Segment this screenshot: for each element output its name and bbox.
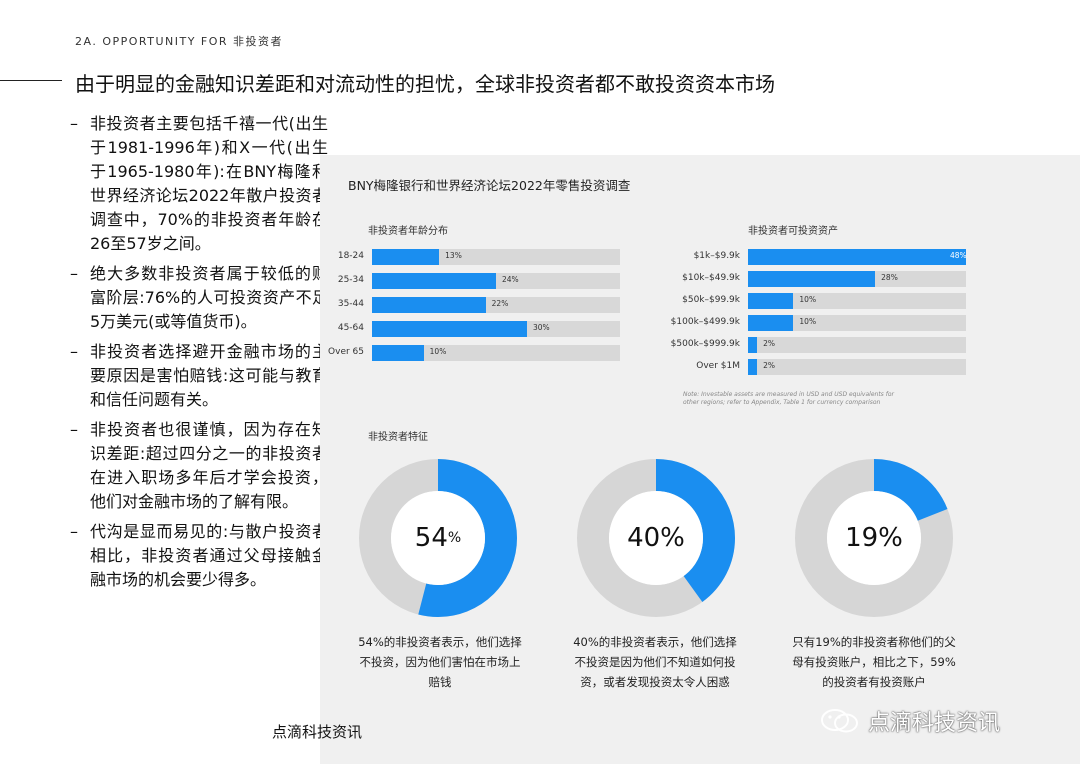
bar-value-label: 24% <box>502 275 519 284</box>
bullet-text: 绝大多数非投资者属于较低的财富阶层:76%的人可投资资产不足5万美元(或等值货币… <box>90 264 328 331</box>
donut-slice <box>795 459 953 617</box>
donut-unit: % <box>447 530 462 546</box>
bar-category-label: $100k–$499.9k <box>670 317 740 327</box>
bar <box>748 359 758 375</box>
bar-value-label: 30% <box>533 323 550 332</box>
bar-value-label: 10% <box>799 295 817 304</box>
bar-row: $1k–$9.9k 48% <box>694 249 967 265</box>
donut-value: 40% <box>576 458 736 618</box>
bar-row: $50k–$99.9k 10% <box>682 293 966 309</box>
age-bar-chart: 18-24 13% 25-34 24% 35-44 22% 45-64 30% Over 65 1… <box>328 249 632 374</box>
bar-value-label: 28% <box>881 273 898 282</box>
bar-value-label: 10% <box>799 317 817 326</box>
bar <box>748 293 794 309</box>
bar-row: 35-44 22% <box>338 297 620 313</box>
bar-track <box>748 359 966 375</box>
assets-chart-title: 非投资者可投资资产 <box>748 226 838 237</box>
donut-chart-parents: 19% <box>794 458 954 618</box>
donut-number: 54 <box>414 523 448 553</box>
section-label: 2A. OPPORTUNITY FOR 非投资者 <box>75 35 284 48</box>
bar-category-label: 35-44 <box>337 299 364 309</box>
chart-footnote: Note: Investable assets are measured in … <box>683 391 894 406</box>
age-chart-title: 非投资者年龄分布 <box>368 226 448 237</box>
bar-track <box>748 337 966 353</box>
donut-slice <box>577 459 735 617</box>
donut-hole <box>827 491 921 585</box>
bar-row: 45-64 30% <box>338 321 620 337</box>
bullet-item: – 代沟是显而易见的:与散户投资者相比，非投资者通过父母接触金融市场的机会要少得多… <box>70 520 328 592</box>
bar-value-label: 48% <box>950 251 967 260</box>
bar-track <box>372 345 620 361</box>
page-title: 由于明显的金融知识差距和对流动性的担忧，全球非投资者都不敢投资资本市场 <box>75 72 775 96</box>
wechat-icon <box>821 709 858 733</box>
bar-row: 25-34 24% <box>338 273 620 289</box>
bar-category-label: $10k–$49.9k <box>682 273 740 283</box>
bullet-text: 代沟是显而易见的:与散户投资者相比，非投资者通过父母接触金融市场的机会要少得多。 <box>90 522 328 589</box>
donut-caption: 54%的非投资者表示，他们选择不投资，因为他们害怕在市场上赔钱 <box>358 635 522 689</box>
donut-caption: 40%的非投资者表示，他们选择不投资是因为他们不知道如何投资，或者发现投资太令人… <box>573 635 737 689</box>
bullet-text: 非投资者选择避开金融市场的主要原因是害怕赔钱:这可能与教育和信任问题有关。 <box>90 342 328 409</box>
bar-category-label: Over $1M <box>696 361 740 371</box>
bar <box>372 321 527 337</box>
brand-watermark: 点滴科技资讯 <box>820 705 1000 737</box>
bar-row: Over $1M 2% <box>696 359 966 375</box>
title-rule <box>0 80 62 81</box>
donut-number: 19% <box>845 523 903 553</box>
donut-value: 54% <box>358 458 518 618</box>
donut-value: 19% <box>794 458 954 618</box>
brand-watermark-text: 点滴科技资讯 <box>868 711 1001 736</box>
donut-slice <box>359 459 517 617</box>
bar <box>372 297 486 313</box>
bar-row: $10k–$49.9k 28% <box>682 271 966 287</box>
donut-hole <box>391 491 485 585</box>
bar-row: $100k–$499.9k 10% <box>671 315 966 331</box>
bar-row: Over 65 10% <box>328 345 620 361</box>
bar <box>748 249 966 265</box>
bar-category-label: $50k–$99.9k <box>682 295 740 305</box>
bar-value-label: 13% <box>445 251 462 260</box>
bar-category-label: 25-34 <box>337 275 364 285</box>
bullet-item: – 非投资者选择避开金融市场的主要原因是害怕赔钱:这可能与教育和信任问题有关。 <box>70 340 328 412</box>
bar-value-label: 2% <box>763 339 775 348</box>
bar-category-label: Over 65 <box>328 347 364 357</box>
bar-value-label: 2% <box>763 361 775 370</box>
bar-category-label: 18-24 <box>337 251 364 261</box>
bar-category-label: $1k–$9.9k <box>693 251 740 261</box>
bar-track <box>748 315 966 331</box>
donut-chart-fear: 54% <box>358 458 518 618</box>
bar <box>372 273 496 289</box>
bar-category-label: $500k–$999.9k <box>670 339 740 349</box>
panel-title: BNY梅隆银行和世界经济论坛2022年零售投资调查 <box>348 178 631 193</box>
bar <box>372 249 440 265</box>
donut-caption: 只有19%的非投资者称他们的父母有投资账户，相比之下，59%的投资者有投资账户 <box>792 635 956 689</box>
bar <box>748 315 794 331</box>
donut-hole <box>609 491 703 585</box>
bar <box>748 271 876 287</box>
bullet-text: 非投资者也很谨慎，因为存在知识差距:超过四分之一的非投资者在进入职场多年后才学会… <box>90 420 328 511</box>
donut-chart-know-how: 40% <box>576 458 736 618</box>
bar <box>748 337 758 353</box>
bar-row: $500k–$999.9k 2% <box>671 337 966 353</box>
traits-title: 非投资者特征 <box>368 432 428 443</box>
bar-row: 18-24 13% <box>338 249 620 265</box>
bullet-item: – 非投资者主要包括千禧一代(出生于1981-1996年)和X一代(出生于1965… <box>70 112 328 256</box>
bar-category-label: 45-64 <box>337 323 364 333</box>
bullet-item: – 绝大多数非投资者属于较低的财富阶层:76%的人可投资资产不足5万美元(或等值货… <box>70 262 328 334</box>
bar <box>372 345 424 361</box>
bullet-list: – 非投资者主要包括千禧一代(出生于1981-1996年)和X一代(出生于1965… <box>70 112 328 598</box>
assets-bar-chart: $1k–$9.9k 48% $10k–$49.9k 28% $50k–$99.9k 10%… <box>671 249 967 379</box>
watermark-text: 点滴科技资讯 <box>272 723 363 741</box>
bar-value-label: 10% <box>429 347 447 356</box>
bar-value-label: 22% <box>491 299 509 308</box>
bullet-item: – 非投资者也很谨慎，因为存在知识差距:超过四分之一的非投资者在进入职场多年后才学… <box>70 418 328 514</box>
bar-track <box>748 293 966 309</box>
bullet-text: 非投资者主要包括千禧一代(出生于1981-1996年)和X一代(出生于1965-… <box>90 114 328 253</box>
donut-number: 40% <box>627 523 685 553</box>
